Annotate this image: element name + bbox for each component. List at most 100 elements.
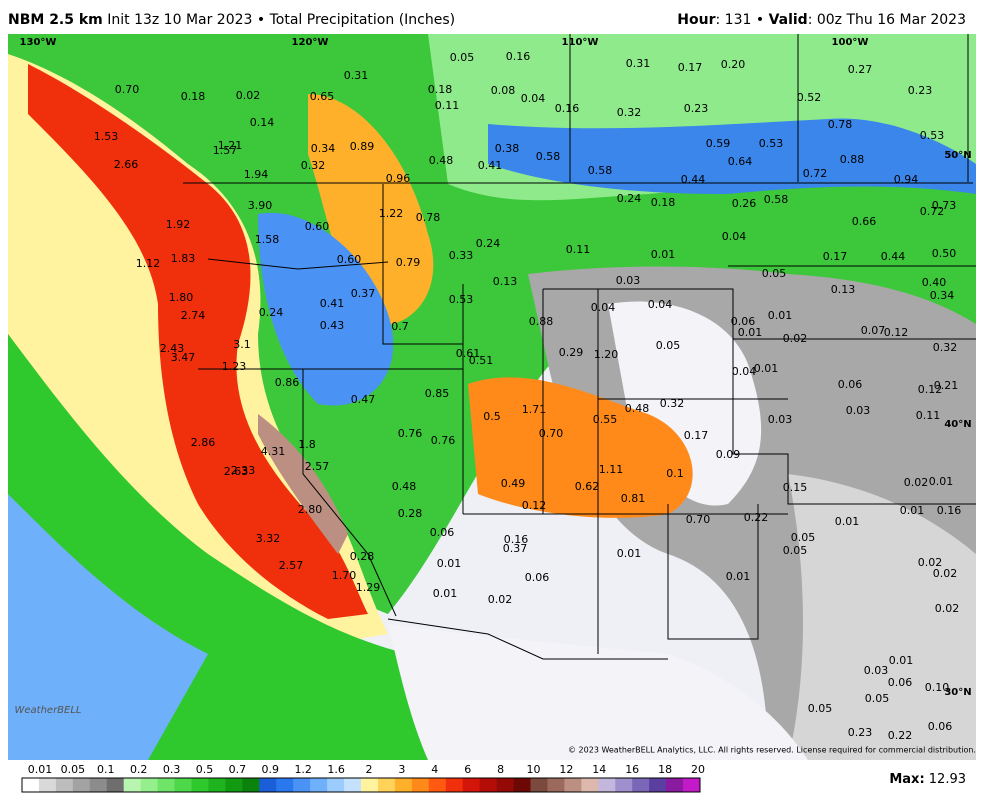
map-label: 0.76 bbox=[431, 434, 456, 447]
map-label: 1.57 bbox=[213, 144, 238, 157]
map-label: 0.02 bbox=[918, 556, 943, 569]
map-label: 0.5 bbox=[483, 410, 501, 423]
map-label: 0.37 bbox=[351, 287, 376, 300]
map-label: 0.16 bbox=[555, 102, 580, 115]
hour-value: : 131 • bbox=[715, 12, 765, 28]
map-label: 0.01 bbox=[651, 248, 676, 261]
colorbar-swatch bbox=[547, 778, 565, 792]
map-label: 0.76 bbox=[398, 427, 423, 440]
map-label: 1.83 bbox=[171, 252, 196, 265]
header-left: NBM 2.5 km Init 13z 10 Mar 2023 • Total … bbox=[8, 12, 455, 28]
colorbar-swatch bbox=[530, 778, 548, 792]
map-label: 0.32 bbox=[933, 341, 958, 354]
colorbar-swatch bbox=[157, 778, 176, 792]
colorbar-swatch bbox=[310, 778, 328, 792]
map-label: 0.11 bbox=[566, 243, 591, 256]
colorbar-label: 2 bbox=[366, 763, 373, 776]
map-label: 1.70 bbox=[332, 569, 357, 582]
map: 0.05 0.16 0.31 0.17 0.20 0.27 0.23 0.70 0.18 0.02… bbox=[8, 34, 976, 760]
map-label: 1.22 bbox=[379, 207, 404, 220]
max-value: 12.93 bbox=[928, 772, 966, 787]
colorbar-label: 1.6 bbox=[327, 763, 345, 776]
map-label: 0.24 bbox=[617, 192, 642, 205]
colorbar-swatch bbox=[479, 778, 498, 792]
map-label: 0.14 bbox=[250, 116, 275, 129]
colorbar-swatch bbox=[564, 778, 582, 792]
map-label: 0.01 bbox=[889, 654, 914, 667]
graticule-label: 120°W bbox=[292, 37, 329, 48]
map-label: 0.86 bbox=[275, 376, 300, 389]
map-label: 0.70 bbox=[115, 83, 140, 96]
colorbar-swatch bbox=[377, 778, 396, 792]
map-label: 0.60 bbox=[305, 220, 330, 233]
colorbar-label: 0.05 bbox=[61, 763, 86, 776]
map-label: 0.41 bbox=[320, 297, 345, 310]
map-label: 1.94 bbox=[244, 168, 269, 181]
map-label: 0.72 bbox=[920, 205, 945, 218]
map-label: 0.52 bbox=[797, 91, 822, 104]
map-label: 0.06 bbox=[888, 676, 913, 689]
colorbar-swatch bbox=[649, 778, 667, 792]
colorbar-swatch bbox=[242, 778, 260, 792]
map-label: 0.06 bbox=[838, 378, 863, 391]
colorbar-swatch bbox=[191, 778, 209, 792]
region-red bbox=[28, 64, 368, 619]
map-label: 0.34 bbox=[311, 142, 336, 155]
map-label: 0.72 bbox=[803, 167, 828, 180]
map-label: 0.78 bbox=[416, 211, 441, 224]
map-label: 0.04 bbox=[722, 230, 747, 243]
map-label: 0.55 bbox=[593, 413, 618, 426]
map-label: 0.34 bbox=[930, 289, 955, 302]
map-label: 1.71 bbox=[522, 403, 547, 416]
map-label: 0.02 bbox=[236, 89, 261, 102]
colorbar-swatch bbox=[89, 778, 108, 792]
colorbar-label: 12 bbox=[559, 763, 573, 776]
map-label: 0.44 bbox=[681, 173, 706, 186]
subtitle: Init 13z 10 Mar 2023 • Total Precipitati… bbox=[107, 12, 456, 28]
map-label: 0.24 bbox=[259, 306, 284, 319]
map-label: 0.62 bbox=[575, 480, 600, 493]
map-label: 0.15 bbox=[783, 481, 808, 494]
map-label: 0.59 bbox=[706, 137, 731, 150]
map-labels: 0.05 0.16 0.31 0.17 0.20 0.27 0.23 0.70 0.18 0.02… bbox=[94, 50, 962, 742]
map-label: 1.29 bbox=[356, 581, 381, 594]
colorbar-swatch bbox=[327, 778, 345, 792]
map-label: 1.21 bbox=[218, 139, 243, 152]
map-label: 0.02 bbox=[935, 602, 960, 615]
map-label: 0.18 bbox=[428, 83, 453, 96]
map-label: 0.23 bbox=[684, 102, 709, 115]
map-label: 0.02 bbox=[783, 332, 808, 345]
colorbar-swatch bbox=[38, 778, 57, 792]
header-right: Hour: 131 • Valid: 00z Thu 16 Mar 2023 bbox=[677, 12, 966, 28]
borders bbox=[183, 34, 976, 660]
colorbar-swatch bbox=[140, 778, 159, 792]
map-label: 0.02 bbox=[488, 593, 513, 606]
region-blue2 bbox=[258, 212, 394, 406]
map-label: 0.01 bbox=[900, 504, 925, 517]
map-label: 0.05 bbox=[450, 51, 475, 64]
map-label: 0.48 bbox=[625, 402, 650, 415]
logo: WeatherBELL bbox=[14, 705, 81, 716]
map-label: 2.63 bbox=[224, 465, 249, 478]
graticule-label: 50°N bbox=[944, 150, 971, 161]
map-label: 3.90 bbox=[248, 199, 273, 212]
colorbar-swatch bbox=[276, 778, 294, 792]
map-label: 0.41 bbox=[478, 159, 503, 172]
colorbar-swatch bbox=[106, 778, 125, 792]
map-label: 0.09 bbox=[716, 448, 741, 461]
colorbar-swatch bbox=[615, 778, 633, 792]
map-label: 0.26 bbox=[732, 197, 757, 210]
colorbar-swatch bbox=[293, 778, 311, 792]
map-label: 0.88 bbox=[840, 153, 865, 166]
map-label: 0.51 bbox=[469, 354, 494, 367]
map-label: 2.57 bbox=[305, 460, 330, 473]
map-label: 0.53 bbox=[449, 293, 474, 306]
map-label: 0.28 bbox=[398, 507, 423, 520]
map-label: 0.05 bbox=[865, 692, 890, 705]
colorbar-label: 0.9 bbox=[262, 763, 280, 776]
map-label: 0.06 bbox=[525, 571, 550, 584]
colorbar-label: 0.5 bbox=[196, 763, 214, 776]
map-label: 0.61 bbox=[456, 347, 481, 360]
map-label: 0.08 bbox=[491, 84, 516, 97]
